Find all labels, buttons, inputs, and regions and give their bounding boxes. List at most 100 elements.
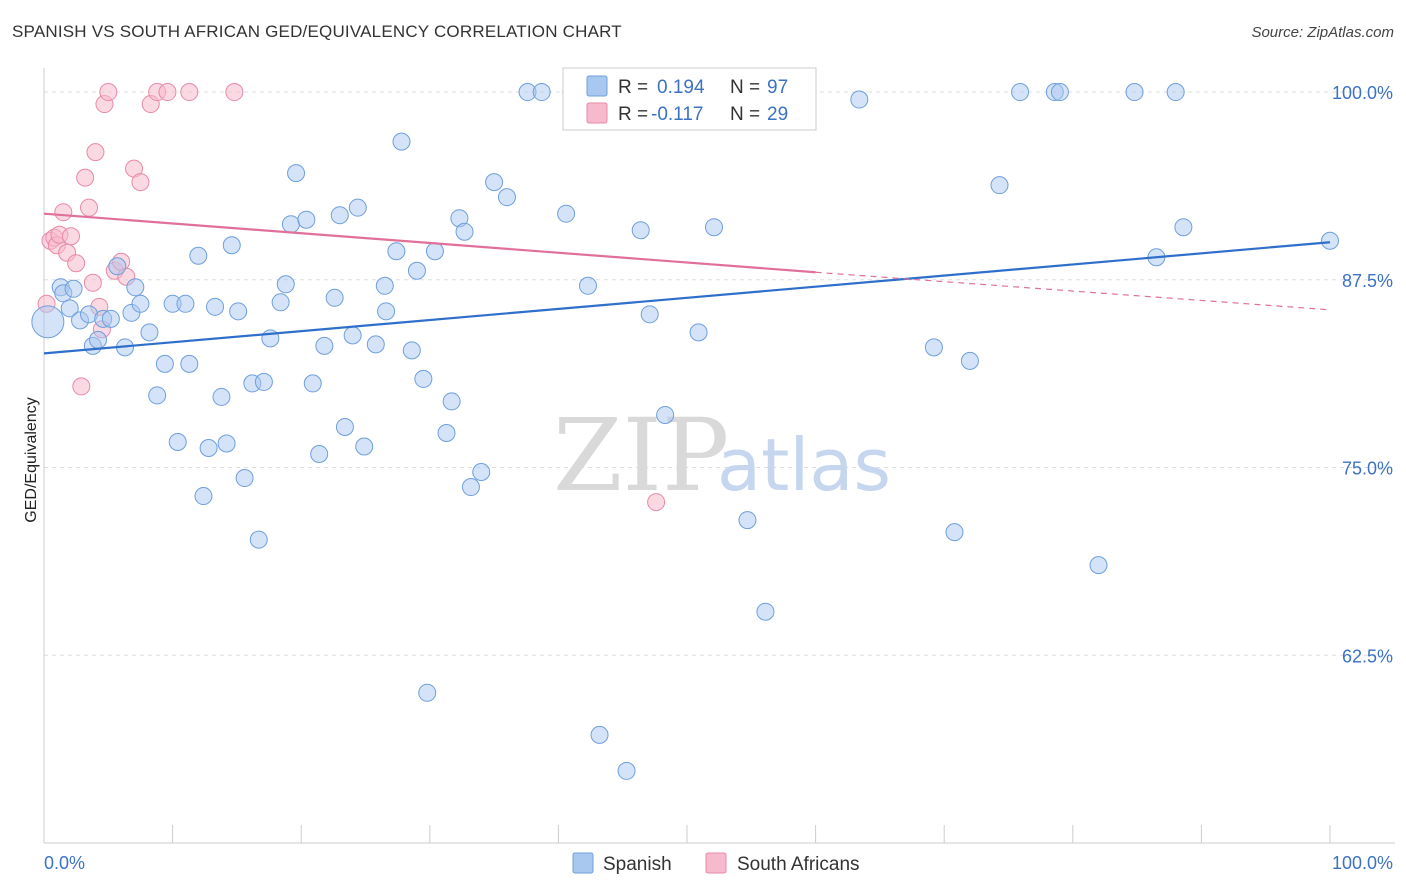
data-point-south-africans: [80, 198, 99, 217]
data-point-spanish: [310, 445, 329, 464]
data-point-spanish: [126, 278, 145, 297]
data-point-spanish: [222, 236, 241, 255]
data-point-spanish: [418, 683, 437, 702]
trend-line-south-africans: [43, 212, 816, 274]
legend-n-value-south-africans: 29: [767, 104, 788, 125]
data-point-spanish: [617, 761, 636, 780]
data-point-spanish: [1089, 556, 1108, 575]
legend-r-value-spanish: 0.194: [657, 77, 705, 98]
data-point-spanish: [387, 242, 406, 261]
data-point-spanish: [206, 297, 225, 316]
data-point-spanish: [325, 288, 344, 307]
legend-r-label: R =: [618, 104, 648, 125]
data-point-south-africans: [180, 83, 199, 102]
data-point-spanish: [1174, 218, 1193, 237]
legend-r-value-south-africans: -0.117: [651, 104, 703, 125]
data-point-spanish: [212, 387, 231, 406]
data-point-spanish: [705, 218, 724, 237]
data-point-spanish: [738, 511, 757, 530]
data-point-spanish: [194, 487, 213, 506]
data-point-spanish: [590, 725, 609, 744]
grid-lines: [44, 91, 1395, 656]
legend-box: R = 0.194 N = 97 R = -0.117 N = 29: [562, 67, 817, 131]
data-point-south-africans: [131, 173, 150, 192]
data-point-spanish: [355, 437, 374, 456]
data-point-spanish: [217, 434, 236, 453]
data-point-spanish: [189, 246, 208, 265]
x-tick-label-min: 0.0%: [44, 853, 85, 873]
data-point-spanish: [343, 326, 362, 345]
data-point-spanish: [31, 305, 65, 339]
spanish-points: [31, 83, 1339, 780]
legend-n-label: N =: [730, 77, 760, 98]
data-point-spanish: [254, 372, 273, 391]
legend-swatch-spanish: [586, 75, 608, 97]
data-point-spanish: [631, 221, 650, 240]
y-tick-label: 75.0%: [1342, 459, 1393, 479]
data-point-south-africans: [76, 168, 95, 187]
data-point-south-africans: [62, 227, 81, 246]
data-point-spanish: [1166, 83, 1185, 102]
data-point-spanish: [689, 323, 708, 342]
data-point-spanish: [180, 354, 199, 373]
data-point-spanish: [497, 188, 516, 207]
legend-swatch-south-africans: [586, 102, 608, 124]
data-point-spanish: [557, 204, 576, 223]
data-point-spanish: [155, 354, 174, 373]
data-point-spanish: [101, 309, 120, 328]
data-point-spanish: [1321, 231, 1339, 250]
source-credit: Source: ZipAtlas.com: [1251, 24, 1394, 41]
data-point-spanish: [924, 338, 943, 357]
data-point-spanish: [640, 305, 659, 324]
watermark-zip: ZIP: [553, 397, 729, 514]
data-point-spanish: [89, 330, 108, 349]
data-point-spanish: [461, 478, 480, 497]
data-point-south-africans: [225, 83, 244, 102]
trend-line-spanish: [43, 241, 1331, 355]
data-point-spanish: [1125, 83, 1144, 102]
x-tick-labels: 0.0% 100.0%: [44, 853, 1393, 873]
legend-n-label: N =: [730, 104, 760, 125]
data-point-spanish: [303, 374, 322, 393]
data-point-south-africans: [158, 83, 177, 102]
data-point-spanish: [442, 392, 461, 411]
data-point-spanish: [437, 423, 456, 442]
data-point-spanish: [455, 222, 474, 241]
data-point-spanish: [756, 602, 775, 621]
data-point-spanish: [287, 164, 306, 183]
data-point-spanish: [168, 432, 187, 451]
data-point-spanish: [578, 276, 597, 295]
data-point-south-africans: [99, 83, 118, 102]
chart-title: SPANISH VS SOUTH AFRICAN GED/EQUIVALENCY…: [12, 22, 622, 41]
y-tick-label: 100.0%: [1332, 83, 1393, 103]
data-point-south-africans: [83, 273, 102, 292]
data-point-spanish: [315, 336, 334, 355]
data-point-spanish: [64, 279, 83, 298]
data-point-spanish: [108, 257, 127, 276]
legend-r-label: R =: [618, 77, 648, 98]
data-point-south-africans: [72, 377, 91, 396]
data-point-spanish: [1050, 83, 1069, 102]
data-point-spanish: [148, 386, 167, 405]
data-point-spanish: [276, 275, 295, 294]
y-tick-label: 87.5%: [1342, 271, 1393, 291]
data-point-south-africans: [86, 143, 105, 162]
data-point-spanish: [249, 530, 268, 549]
bottom-legend-swatch-spanish: [572, 852, 594, 874]
legend-n-value-spanish: 97: [767, 77, 788, 98]
data-point-spanish: [392, 132, 411, 151]
data-point-spanish: [60, 299, 79, 318]
bottom-legend-label-spanish: Spanish: [603, 854, 672, 875]
data-point-spanish: [1011, 83, 1030, 102]
data-point-spanish: [366, 335, 385, 354]
data-point-spanish: [656, 405, 675, 424]
y-axis-label: GED/Equivalency: [23, 397, 40, 522]
data-point-spanish: [297, 210, 316, 229]
data-point-spanish: [199, 438, 218, 457]
y-tick-labels: 62.5% 75.0% 87.5% 100.0%: [1332, 83, 1393, 666]
data-point-spanish: [377, 302, 396, 321]
data-point-spanish: [407, 261, 426, 280]
data-point-south-africans: [54, 203, 73, 222]
bottom-legend-label-south-africans: South Africans: [737, 854, 860, 875]
x-tick-label-max: 100.0%: [1332, 853, 1393, 873]
